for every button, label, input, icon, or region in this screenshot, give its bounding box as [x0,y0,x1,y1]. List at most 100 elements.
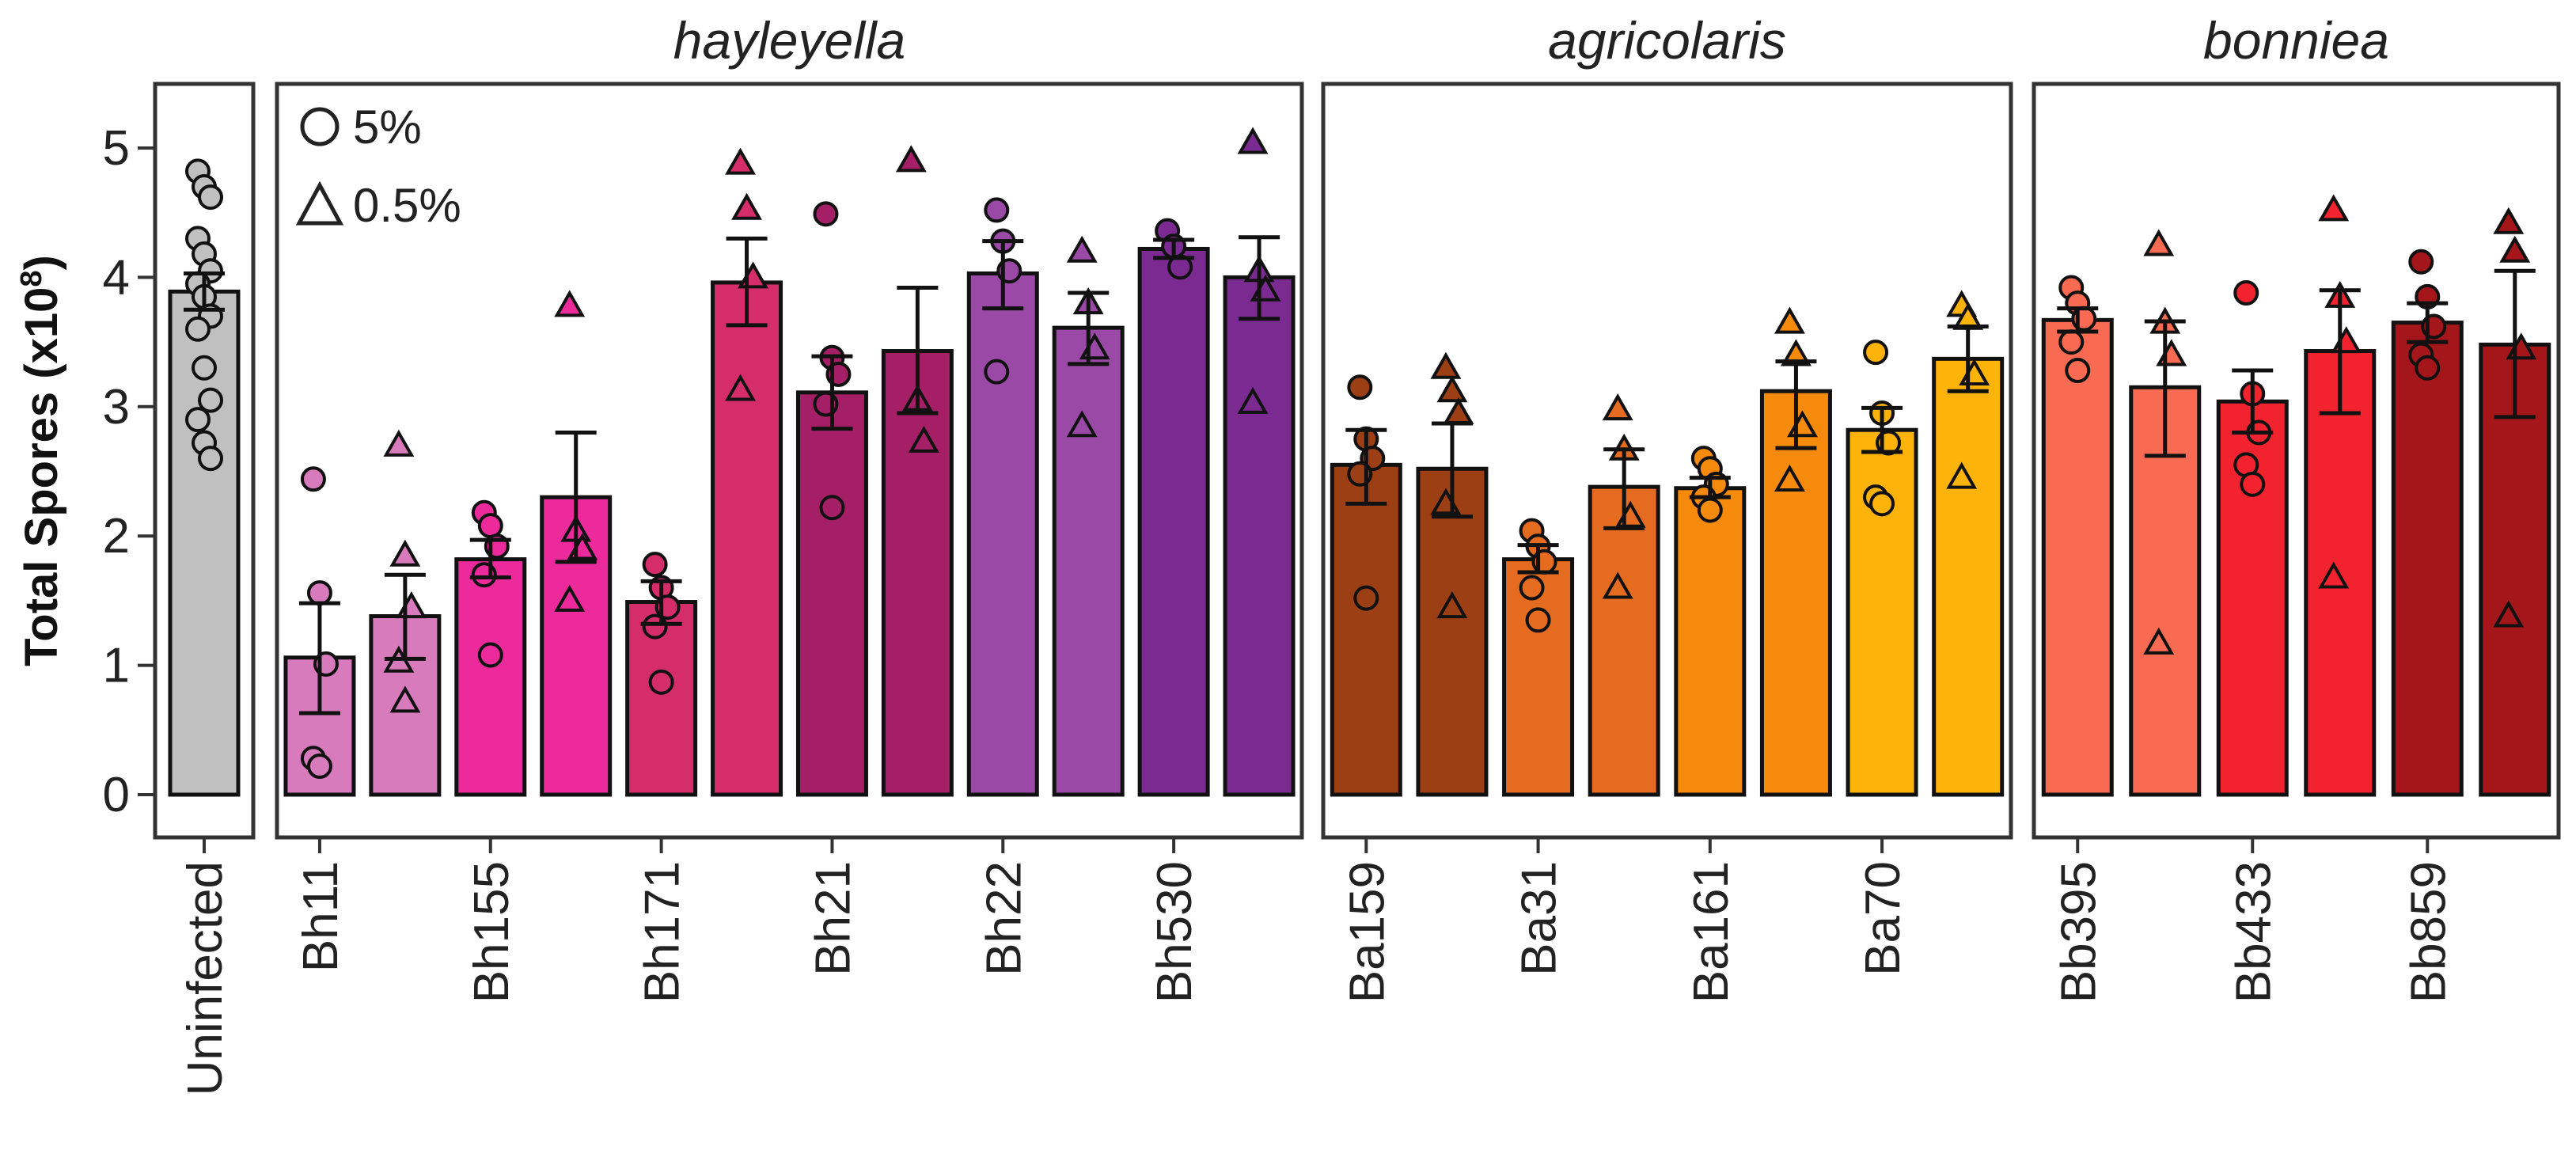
bar [881,349,954,797]
bar [1674,486,1747,797]
data-point-circle [185,407,211,433]
data-point-circle [1347,374,1373,400]
bar-group [2304,194,2377,797]
bar [2391,321,2464,797]
bar-group [1137,218,1210,797]
bar-group [1416,351,1489,797]
bar-group [454,499,527,797]
y-tick-label: 2 [103,509,130,564]
x-tick-label: Bh155 [465,861,519,1003]
data-point-circle [984,197,1010,223]
data-point-triangle [725,374,756,401]
data-point-circle [192,355,217,381]
x-tick-label: Bb395 [2051,861,2106,1003]
data-point-triangle [383,429,415,457]
y-axis-title-exponent: 8 [15,271,48,287]
bar [2041,317,2114,797]
data-point-circle [477,642,503,668]
data-point-circle [2058,329,2085,355]
facet-title: hayleyella [673,11,906,70]
y-tick-label: 1 [103,639,130,693]
x-tick-label: Uninfected [178,861,233,1095]
data-point-circle [198,446,223,472]
bar [1052,325,1125,797]
bar [1588,484,1660,797]
bar-group [540,290,613,797]
data-point-triangle [2318,561,2350,589]
data-point-circle [1863,340,1889,366]
data-point-triangle [554,584,586,612]
data-point-circle [306,580,332,606]
data-point-triangle [1237,127,1269,154]
y-tick-label: 4 [103,250,130,305]
data-point-triangle [908,425,939,453]
bar-group [369,429,442,797]
bar-group [2129,229,2202,797]
legend: 5% 0.5% [295,101,461,232]
bar [1330,462,1402,797]
data-point-circle [198,184,223,211]
bar [2479,342,2551,797]
data-point-triangle [1602,571,1633,599]
data-point-circle [2408,249,2434,275]
data-point-circle [1519,575,1545,601]
data-point-triangle [389,539,421,567]
facet-title: bonniea [2203,11,2389,70]
bar-group [1588,393,1660,797]
data-point-triangle [1774,306,1805,334]
y-axis: 0 1 2 3 4 5 [103,121,154,822]
data-point-circle [2415,355,2441,381]
data-point-circle [477,513,503,539]
data-point-circle [185,316,211,342]
bar-group [2479,207,2551,797]
bar-group [1502,518,1575,797]
bar [1223,275,1296,797]
bar-group [283,466,356,797]
bar [540,495,613,797]
data-point-circle [1525,607,1551,633]
data-point-circle [813,201,839,227]
facet-panel-0: Uninfected [153,82,256,1095]
bar [1759,389,1832,797]
data-point-circle [198,387,223,413]
y-tick-label: 3 [103,380,130,435]
data-point-triangle [2493,207,2525,234]
data-point-circle [2240,471,2266,497]
legend-label-5pct: 5% [353,101,422,154]
bar-group [168,158,241,797]
bar-group [2216,280,2289,797]
panels-layer: Uninfected hayleyella Bh11 Bh155 Bh171 Bh21 Bh… [153,11,2561,1095]
data-point-circle [984,359,1010,385]
x-tick-label: Bh22 [977,861,1031,976]
data-point-triangle [2143,229,2175,256]
x-tick-label: Bh21 [806,861,860,976]
data-point-triangle [1946,461,1978,489]
facet-frame [2032,82,2561,840]
data-point-triangle [1237,386,1269,414]
bar-group [1674,446,1747,797]
x-tick-label: Bh11 [294,861,348,972]
facet-panel-1: hayleyella Bh11 Bh155 Bh171 Bh21 Bh22 Bh530 [275,11,1304,1003]
bar-group [711,147,783,797]
bar-group [881,145,954,797]
data-point-circle [1869,491,1895,517]
bar-group [625,552,698,797]
bar-group [1759,306,1832,797]
facet-frame [275,82,1304,840]
data-point-circle [300,466,326,492]
x-tick-label: Ba159 [1340,861,1394,1003]
data-point-triangle [389,685,421,713]
data-point-triangle [725,147,756,175]
y-axis-title: Total Spores (x108) [15,255,67,666]
data-point-triangle [2499,235,2531,263]
x-tick-label: Bb433 [2226,861,2281,1003]
facet-panel-2: agricolaris Ba159 Ba31 Ba161 Ba70 [1321,11,2013,1003]
bar [454,557,527,797]
bar [1137,246,1210,797]
facet-title: agricolaris [1548,11,1786,70]
bar-group [1052,235,1125,797]
data-point-circle [306,754,332,780]
legend-label-0-5pct: 0.5% [353,179,461,232]
y-tick-label: 0 [103,768,130,822]
